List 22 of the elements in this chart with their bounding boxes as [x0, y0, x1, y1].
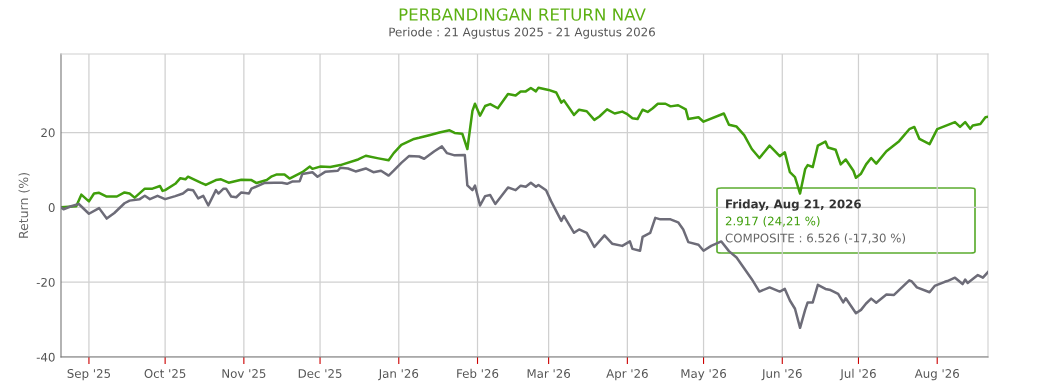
- x-tick-label: Sep '25: [67, 369, 111, 381]
- y-tick-label: 0: [48, 203, 55, 213]
- x-tick-label: Dec '25: [298, 369, 342, 378]
- x-tick-label: Mar '26: [527, 369, 571, 378]
- x-tick-label: Jan '26: [378, 369, 419, 381]
- y-tick-label: -20: [36, 277, 55, 287]
- x-tick-label: Aug '26: [914, 369, 959, 381]
- x-tick-label: Jul '26: [839, 368, 876, 381]
- y-tick-label: 20: [41, 128, 55, 138]
- chart-title: PERBANDINGAN RETURN NAV: [399, 8, 646, 21]
- x-tick-label: Nov '25: [222, 369, 266, 378]
- annotation: Friday, Aug 21, 2026: [726, 199, 861, 211]
- x-tick-label: Feb '26: [457, 368, 499, 378]
- y-tick-label: -40: [36, 352, 55, 362]
- y-axis-title: Return (%): [18, 173, 30, 238]
- x-tick-label: Oct '25: [144, 369, 186, 378]
- x-tick-label: Jun '26: [761, 369, 802, 381]
- annotation: 2.917 (24,21 %): [725, 216, 820, 227]
- x-tick-label: Apr '26: [606, 369, 648, 381]
- chart-subtitle: Periode : 21 Agustus 2025 - 21 Agustus 2026: [389, 27, 655, 39]
- x-tick-label: May '26: [681, 369, 727, 381]
- annotation: COMPOSITE : 6.526 (-17,30 %): [725, 233, 906, 244]
